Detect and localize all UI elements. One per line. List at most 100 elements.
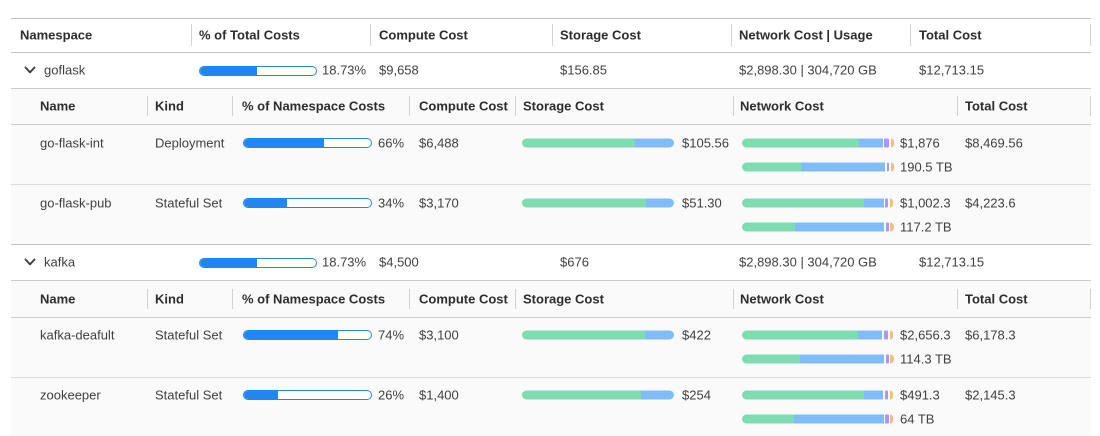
storage-bar-blue-segment [640, 390, 674, 400]
nested-header-separator [733, 289, 734, 309]
nested-col-header-compute-cost: Compute Cost [419, 291, 508, 307]
nested-col-header-total-cost: Total Cost [965, 291, 1028, 307]
nested-header-separator [232, 96, 233, 116]
network-cost-usage-value: $2,898.30 | 304,720 GB [739, 254, 877, 270]
nested-header-separator [147, 96, 148, 116]
pct-namespace-costs-bar-fill [244, 391, 279, 399]
network-usage-bar-purple-segment [885, 354, 889, 364]
network-usage-value: 114.3 TB [900, 351, 952, 367]
nested-col-header-pct-namespace-costs: % of Namespace Costs [242, 98, 386, 114]
col-header-compute-cost: Compute Cost [379, 27, 468, 43]
storage-bar-green-segment [522, 138, 635, 148]
workload-kind: Deployment [155, 135, 225, 151]
row-divider-2 [11, 377, 1091, 378]
network-bar-green-segment [742, 390, 864, 400]
col-header-namespace: Namespace [20, 27, 93, 43]
network-bar-green-segment [742, 198, 864, 208]
header-separator [910, 24, 911, 46]
namespace-name: kafka [44, 254, 76, 270]
nested-header-separator [409, 289, 410, 309]
network-usage-bar [742, 354, 894, 364]
network-cost-bar [742, 330, 894, 340]
pct-total-costs-bar-fill [200, 259, 258, 267]
compute-cost-value: $4,500 [379, 254, 419, 270]
pct-namespace-costs-value: 74% [378, 327, 405, 343]
nested-header-separator [1090, 96, 1091, 116]
storage-bar-blue-segment [634, 138, 674, 148]
nested-header-separator [957, 289, 958, 309]
pct-namespace-costs-value: 66% [378, 135, 405, 151]
pct-namespace-costs-bar [243, 198, 372, 208]
storage-cost-bar [522, 390, 674, 400]
storage-cost-bar [522, 330, 674, 340]
nested-col-header-storage-cost: Storage Cost [523, 98, 604, 114]
network-usage-bar-blue-segment [800, 354, 885, 364]
network-cost-value: $1,876 [900, 135, 940, 151]
network-usage-bar-blue-segment [794, 222, 885, 232]
network-bar-orange-segment [889, 198, 894, 208]
network-bar-purple-segment [884, 138, 890, 148]
network-usage-bar [742, 162, 895, 172]
workload-name: go-flask-int [40, 135, 104, 151]
network-usage-value: 64 TB [900, 411, 935, 427]
workload-name: zookeeper [40, 387, 101, 403]
compute-cost-value: $3,170 [419, 195, 459, 211]
network-usage-bar-green-segment [742, 162, 801, 172]
nested-header-separator [409, 96, 410, 116]
total-cost-value: $4,223.6 [965, 195, 1016, 211]
nested-header-top-border-1 [11, 88, 1091, 89]
network-usage-bar-blue-segment [793, 414, 884, 424]
col-header-pct-total-costs: % of Total Costs [199, 27, 300, 43]
network-cost-bar [742, 390, 894, 400]
header-separator [731, 24, 732, 46]
network-usage-value: 117.2 TB [900, 219, 952, 235]
workload-kind: Stateful Set [155, 387, 223, 403]
total-cost-value: $12,713.15 [919, 62, 985, 78]
row-divider-1 [11, 184, 1091, 185]
network-usage-value: 190.5 TB [900, 159, 953, 175]
workload-kind: Stateful Set [155, 327, 223, 343]
pct-total-costs-value: 18.73% [322, 254, 367, 270]
nested-header-separator [733, 96, 734, 116]
chevron-down-icon[interactable] [24, 66, 36, 74]
nested-col-header-name: Name [40, 98, 76, 114]
storage-bar-blue-segment [646, 198, 674, 208]
pct-namespace-costs-bar-fill [244, 199, 288, 207]
storage-cost-value: $254 [682, 387, 711, 403]
network-usage-bar-orange-segment [890, 354, 894, 364]
network-bar-orange-segment [889, 330, 894, 340]
network-cost-usage-value: $2,898.30 | 304,720 GB [739, 62, 877, 78]
network-bar-green-segment [742, 330, 858, 340]
network-usage-bar-green-segment [742, 354, 801, 364]
header-bottom-border [11, 52, 1091, 53]
network-bar-blue-segment [863, 390, 884, 400]
storage-cost-value: $105.56 [682, 135, 729, 151]
storage-bar-blue-segment [644, 330, 674, 340]
pct-total-costs-bar [199, 258, 317, 268]
chevron-down-icon[interactable] [24, 258, 36, 266]
network-usage-bar-blue-segment [800, 162, 886, 172]
storage-cost-value: $51.30 [682, 195, 722, 211]
storage-bar-green-segment [522, 390, 641, 400]
nested-table-background-kafka [11, 281, 1091, 436]
workload-name: go-flask-pub [40, 195, 112, 211]
nested-table-background-goflask [11, 89, 1091, 244]
header-separator [370, 24, 371, 46]
nested-header-bottom-border-2 [11, 317, 1091, 318]
network-cost-bar [742, 198, 894, 208]
nested-header-separator [515, 289, 516, 309]
pct-namespace-costs-bar-fill [244, 139, 324, 147]
nested-col-header-kind: Kind [155, 291, 184, 307]
network-bar-purple-segment [883, 330, 889, 340]
storage-bar-green-segment [522, 330, 645, 340]
nested-header-top-border-2 [11, 280, 1091, 281]
storage-cost-bar [522, 138, 674, 148]
network-bar-purple-segment [884, 390, 889, 400]
nested-col-header-network-cost: Network Cost [740, 291, 824, 307]
network-usage-bar-green-segment [742, 414, 794, 424]
network-usage-bar-orange-segment [890, 162, 895, 172]
network-bar-orange-segment [889, 390, 894, 400]
network-usage-bar [742, 222, 894, 232]
network-cost-value: $1,002.3 [900, 195, 951, 211]
